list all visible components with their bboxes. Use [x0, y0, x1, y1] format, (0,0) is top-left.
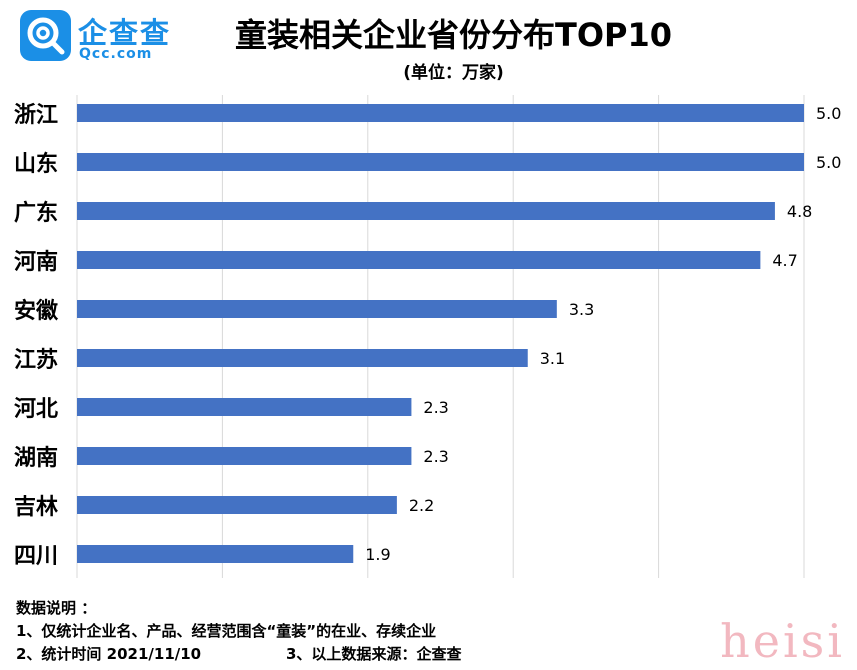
notes-heading: 数据说明 ：: [16, 599, 97, 617]
bar: [77, 153, 804, 171]
value-label: 3.1: [540, 349, 565, 368]
value-label: 5.0: [816, 104, 841, 123]
bar: [77, 202, 775, 220]
category-label: 江苏: [14, 347, 58, 373]
bar-chart: 浙江 5.0 山东 5.0 广东 4.8 河南 4.7 安徽 3.3 江苏 3.1 河北 2.3 湖南 2.3…: [14, 95, 841, 578]
category-label: 河南: [14, 250, 58, 275]
bar: [77, 104, 804, 122]
category-label: 山东: [14, 151, 58, 177]
logo-brand-en: Qcc.com: [79, 46, 153, 62]
category-label: 四川: [14, 544, 58, 569]
notes-line-2: 2、统计时间 2021/11/10: [16, 645, 202, 663]
value-label: 1.9: [365, 545, 390, 564]
bar: [77, 398, 412, 416]
chart-title: 童装相关企业省份分布TOP10: [234, 16, 673, 54]
qcc-logo-icon: [20, 10, 71, 61]
data-notes: 数据说明 ： 1、仅统计企业名、产品、经营范围含“童装”的在业、存续企业 2、统…: [16, 597, 461, 666]
notes-line-1: 1、仅统计企业名、产品、经营范围含“童装”的在业、存续企业: [16, 622, 437, 640]
value-label: 5.0: [816, 153, 841, 172]
value-label: 2.3: [423, 447, 448, 466]
qcc-logo: 企查查 Qcc.com: [20, 10, 180, 62]
category-label: 广东: [14, 200, 58, 226]
category-label: 河北: [14, 397, 58, 422]
bar: [77, 447, 412, 465]
category-label: 湖南: [14, 446, 58, 471]
chart-unit: (单位：万家): [403, 63, 504, 83]
value-label: 4.8: [787, 202, 812, 221]
bar: [77, 300, 557, 318]
category-label: 安徽: [14, 298, 59, 324]
category-label: 浙江: [14, 103, 58, 128]
watermark: heisi: [720, 614, 845, 668]
value-label: 4.7: [772, 251, 797, 270]
bar: [77, 496, 397, 514]
notes-line-3: 3、以上数据来源：企查查: [286, 645, 462, 663]
value-label: 2.2: [409, 496, 434, 515]
logo-brand-cn: 企查查: [78, 16, 172, 50]
bar: [77, 349, 528, 367]
value-label: 3.3: [569, 300, 594, 319]
bar: [77, 545, 354, 563]
bar: [77, 251, 761, 269]
category-label: 吉林: [14, 494, 58, 520]
value-label: 2.3: [423, 398, 448, 417]
